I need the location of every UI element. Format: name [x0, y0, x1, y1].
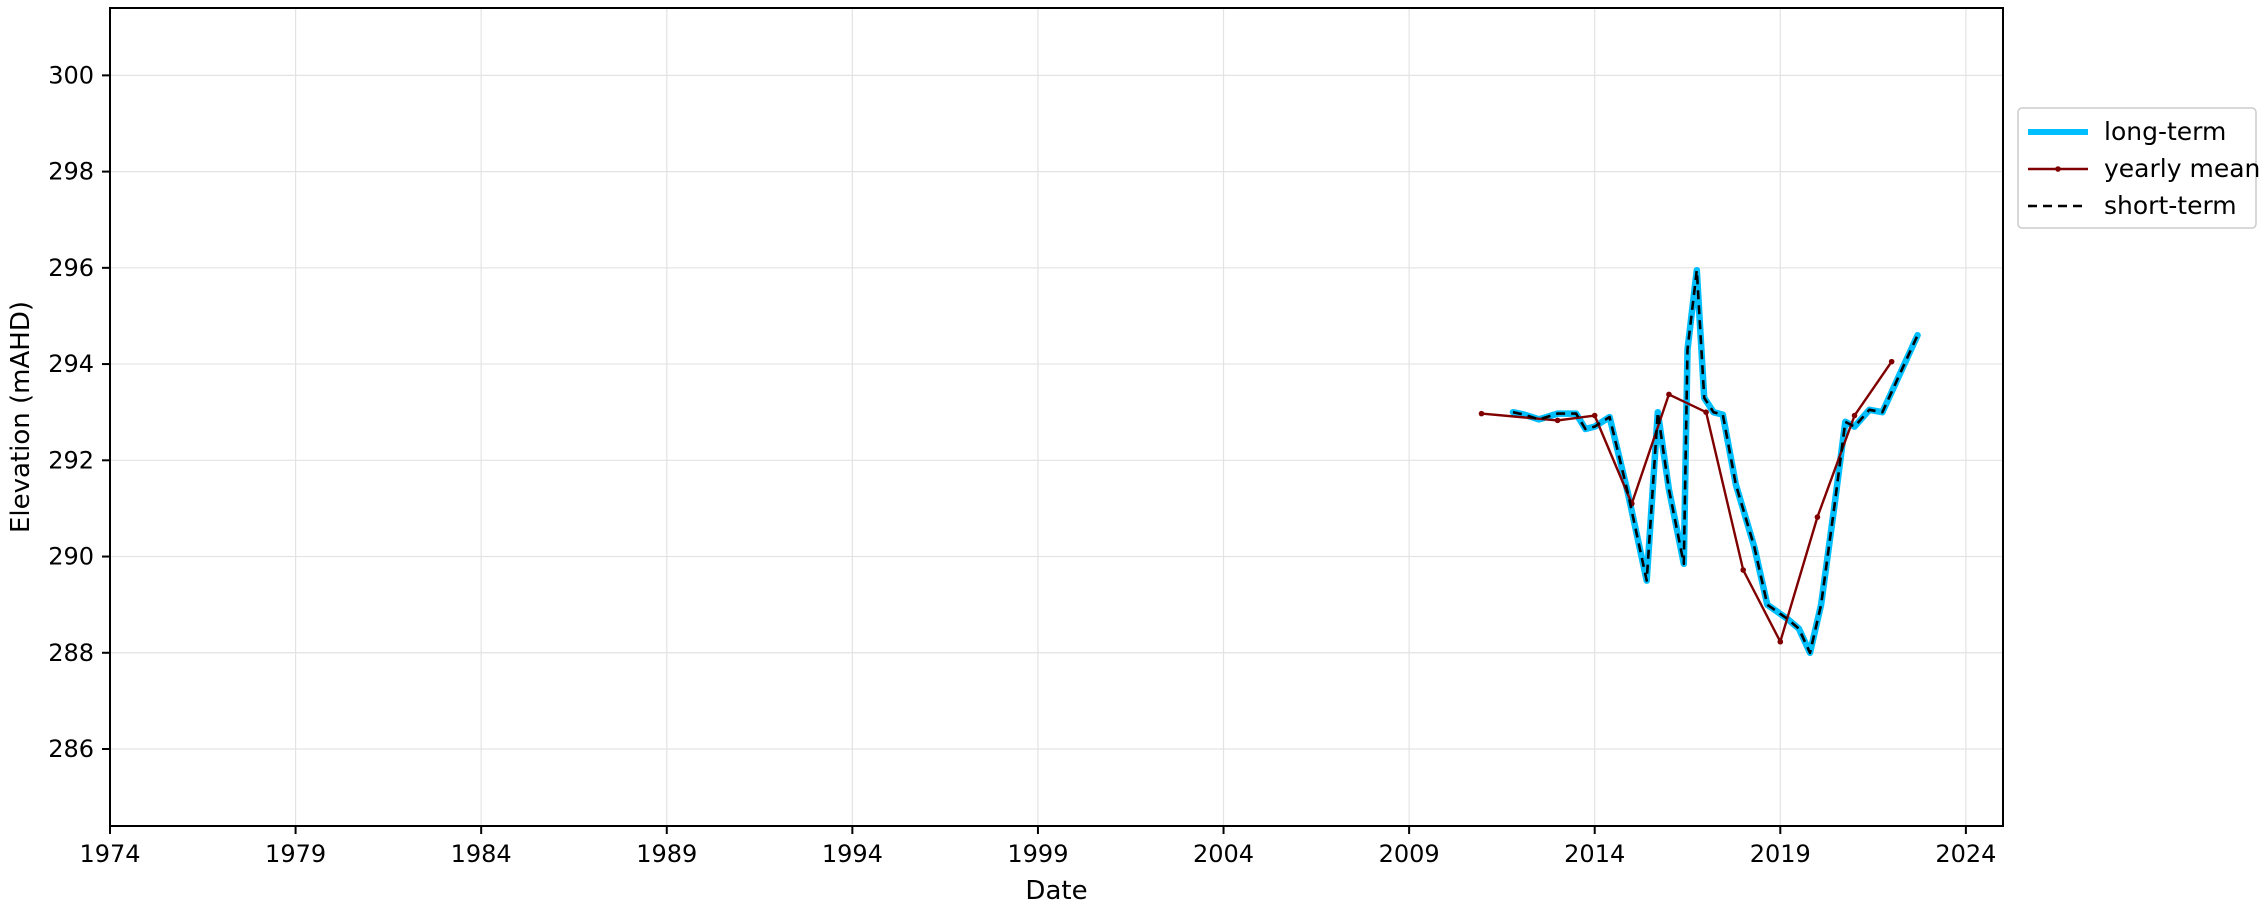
x-tick-label: 2004: [1193, 840, 1254, 868]
y-tick-label: 288: [48, 639, 94, 667]
legend-label-yearly-mean: yearly mean: [2104, 154, 2260, 183]
data-point-yearly-mean: [1851, 412, 1858, 419]
legend-box: [2017, 107, 2257, 229]
legend-label-short-term: short-term: [2104, 191, 2237, 220]
data-point-yearly-mean: [1591, 412, 1598, 419]
x-tick-label: 2024: [1935, 840, 1996, 868]
x-tick-label: 1974: [79, 840, 140, 868]
y-tick-label: 286: [48, 735, 94, 763]
x-tick-label: 1999: [1007, 840, 1068, 868]
data-point-yearly-mean: [1888, 358, 1895, 365]
data-point-yearly-mean: [1703, 409, 1709, 415]
legend-label-long-term: long-term: [2104, 117, 2226, 146]
series-line-short-term: [1512, 268, 1919, 655]
data-point-yearly-mean: [1740, 567, 1746, 573]
data-point-yearly-mean: [1478, 410, 1485, 417]
y-tick-label: 298: [48, 158, 94, 186]
data-point-yearly-mean: [1666, 391, 1672, 398]
x-tick-label: 2019: [1750, 840, 1811, 868]
x-axis-title: Date: [1025, 876, 1087, 904]
x-tick-label: 2009: [1379, 840, 1440, 868]
y-tick-label: 292: [48, 446, 94, 474]
x-tick-label: 1994: [822, 840, 883, 868]
plot-series: [1478, 266, 1921, 657]
data-point-yearly-mean: [1554, 417, 1561, 424]
x-tick-label: 1979: [265, 840, 326, 868]
y-tick-label: 296: [48, 254, 94, 282]
y-axis-title: Elevation (mAHD): [6, 301, 36, 533]
y-tick-label: 300: [48, 61, 94, 89]
grid: [109, 8, 2003, 826]
y-tick-label: 294: [48, 350, 94, 378]
x-tick-label: 1984: [451, 840, 512, 868]
legend-marker-yearly-mean: [2055, 166, 2061, 172]
x-tick-label: 1989: [636, 840, 697, 868]
axis-ticks: 1974 1979 1984 1989 1994 1999 2004 2009 2014 2019…: [48, 61, 1996, 868]
y-tick-label: 290: [48, 543, 94, 571]
data-point-yearly-mean: [1777, 638, 1784, 645]
x-tick-label: 2014: [1564, 840, 1625, 868]
legend: long-term yearly mean short-term: [2017, 107, 2260, 229]
plot-frame: [109, 7, 2004, 827]
data-point-yearly-mean: [1814, 514, 1821, 520]
